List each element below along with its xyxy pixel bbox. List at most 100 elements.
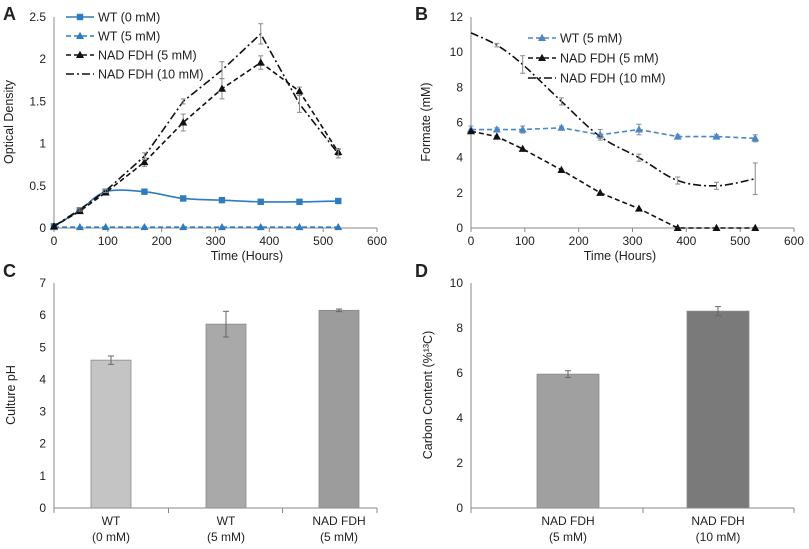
panel-c-letter: C	[3, 261, 16, 281]
panel-b-data-point	[712, 132, 721, 140]
panel-b-legend-marker	[538, 33, 546, 41]
panel-b-data-point	[673, 223, 682, 231]
panel-a-data-point	[335, 197, 342, 205]
panel-a-legend-label: WT (0 mM)	[98, 11, 160, 25]
panel-a-x-tick-label: 100	[98, 234, 118, 248]
panel-b-x-axis-title: Time (Hours)	[584, 249, 656, 263]
panel-a-data-point	[334, 222, 343, 231]
panel-a-data-point	[295, 87, 304, 95]
panel-b-x-tick-label: 300	[622, 234, 642, 248]
panel-a-data-point	[140, 157, 149, 166]
panel-b-y-tick-label: 8	[456, 80, 463, 94]
panel-b-data-point	[518, 125, 527, 133]
panel-d-y-tick-label: 4	[456, 411, 463, 425]
panel-c-category-label: WT	[217, 514, 236, 528]
panel-c-y-tick-label: 2	[39, 437, 46, 451]
panel-a-data-point	[256, 58, 265, 66]
panel-b-y-tick-label: 4	[456, 151, 463, 165]
panel-b-legend-label: NAD FDH (5 mM)	[560, 52, 659, 66]
panel-b-y-tick-label: 12	[450, 10, 464, 24]
panel-d-bar	[686, 310, 750, 509]
panel-d-category-label: NAD FDH	[691, 514, 744, 528]
panel-a-x-axis-title: Time (Hours)	[211, 249, 283, 263]
panel-d-y-tick-label: 6	[456, 366, 463, 380]
panel-a-data-point	[217, 222, 226, 231]
panel-b-data-point	[467, 127, 475, 135]
panel-d-y-tick-label: 2	[456, 456, 463, 470]
panel-c-y-tick-label: 1	[39, 469, 46, 483]
panel-b-x-tick-label: 100	[515, 234, 535, 248]
panel-b-data-point	[712, 223, 721, 231]
panel-d-category-label: (10 mM)	[696, 530, 741, 544]
panel-c-y-tick-label: 6	[39, 308, 46, 322]
panel-c-y-tick-label: 0	[39, 501, 46, 515]
panel-a-data-point	[75, 222, 84, 231]
panel-a-series-line	[53, 189, 339, 227]
panel-b-data-point	[492, 125, 501, 133]
panel-d-letter: D	[415, 261, 428, 281]
panel-a-y-tick-label: 1	[39, 137, 46, 151]
panel-a-data-point	[256, 222, 265, 231]
panel-a-data-point	[218, 196, 226, 204]
panel-c-y-axis-title: Culture pH	[4, 365, 18, 425]
panel-b-data-point	[518, 144, 527, 152]
panel-a-y-tick-label: 1.5	[29, 94, 46, 108]
panel-d-category-label: NAD FDH	[541, 514, 594, 528]
panel-a-y-axis-title: Optical Density	[2, 79, 16, 164]
panel-a-x-tick-label: 500	[313, 234, 333, 248]
panel-a-data-point	[257, 198, 264, 206]
panel-b-x-tick-label: 200	[569, 234, 589, 248]
panel-b-y-tick-label: 10	[450, 45, 464, 59]
panel-a-series-line	[53, 32, 339, 227]
panel-a-legend-label: NAD FDH (5 mM)	[98, 49, 197, 63]
panel-d-bar	[536, 373, 600, 509]
panel-b-data-point	[557, 165, 566, 173]
panel-b-x-tick-label: 0	[468, 234, 475, 248]
panel-a-legend-label: WT (5 mM)	[98, 30, 160, 44]
panel-b-data-point	[634, 125, 643, 133]
panel-b-series-line	[471, 126, 756, 140]
panel-c-category-label: NAD FDH	[312, 514, 365, 528]
panel-b-data-point	[596, 188, 605, 196]
panel-b-x-tick-label: 400	[676, 234, 696, 248]
panel-d-y-tick-label: 8	[456, 321, 463, 335]
panel-a-letter: A	[3, 4, 16, 24]
panel-b-x-tick-label: 600	[784, 234, 804, 248]
panel-b-data-point	[751, 134, 760, 142]
panel-a-legend-marker	[76, 31, 84, 39]
panel-b-y-tick-label: 2	[456, 186, 463, 200]
panel-b-y-tick-label: 6	[456, 116, 463, 130]
panel-b-legend-marker	[538, 53, 546, 61]
panel-c-category-label: WT	[102, 514, 121, 528]
panel-b-y-axis-title: Formate (mM)	[419, 82, 433, 161]
panel-d-y-tick-label: 0	[456, 501, 463, 515]
panel-c-y-tick-label: 4	[39, 372, 46, 386]
panel-b-x-tick-label: 500	[730, 234, 750, 248]
panel-a-legend-label: NAD FDH (10 mM)	[98, 68, 204, 82]
panel-c-bar	[205, 323, 247, 509]
panel-a-x-tick-label: 200	[152, 234, 172, 248]
panel-a-y-tick-label: 2.5	[29, 10, 46, 24]
panel-b-letter: B	[415, 4, 428, 24]
panel-a-legend-marker	[76, 13, 84, 21]
panel-a-x-tick-label: 600	[367, 234, 387, 248]
panel-a-data-point	[101, 222, 110, 231]
panel-d-category-label: (5 mM)	[549, 530, 587, 544]
panel-b-legend-label: WT (5 mM)	[560, 32, 622, 46]
panel-a-data-point	[179, 222, 188, 231]
panel-c-category-label: (5 mM)	[320, 530, 358, 544]
panel-a-legend-marker	[76, 50, 84, 58]
panel-a-data-point	[217, 84, 226, 92]
panel-a-y-tick-label: 2	[39, 52, 46, 66]
panel-c-y-tick-label: 7	[39, 276, 46, 290]
panel-a-data-point	[296, 198, 303, 206]
panel-a-data-point	[179, 118, 188, 126]
panel-c-y-tick-label: 3	[39, 405, 46, 419]
panel-b-y-tick-label: 0	[456, 221, 463, 235]
panel-c-category-label: (5 mM)	[207, 530, 245, 544]
panel-a-y-tick-label: 0.5	[29, 179, 46, 193]
panel-b-data-point	[557, 123, 566, 131]
panel-a-data-point	[141, 188, 148, 195]
